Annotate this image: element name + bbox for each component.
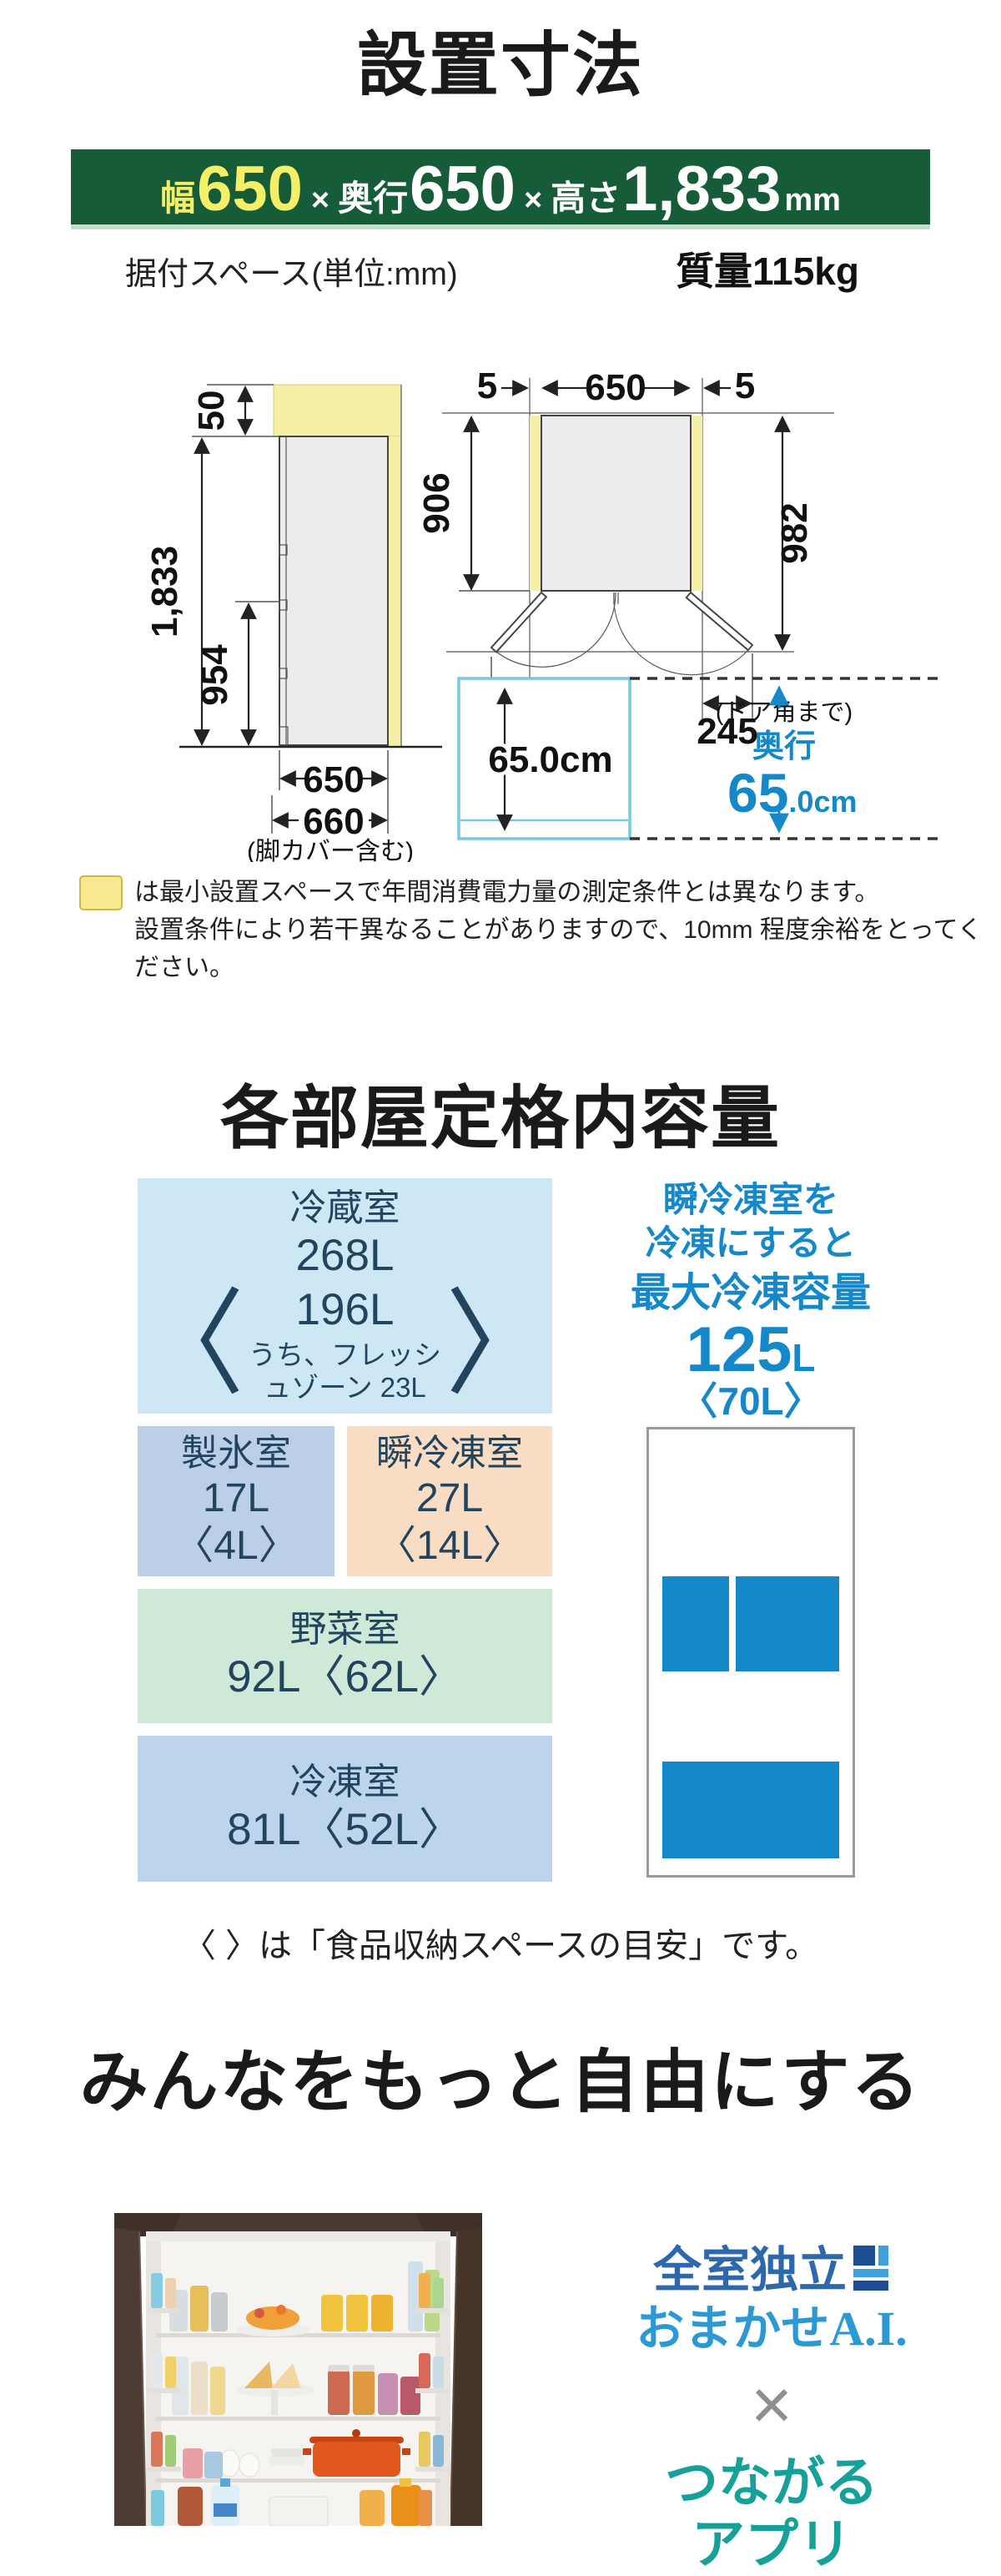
room-freezer-name: 冷凍室 (289, 1762, 400, 1803)
min-space-right-strip (691, 415, 702, 591)
room-fridge-sub-capacity: 196L (295, 1284, 395, 1334)
room-fridge-capacity: 268L (295, 1231, 395, 1281)
room-ice: 製氷室 17L 〈4L〉 (138, 1425, 335, 1576)
promo-ai-line-2: おまかせA.I. (636, 2301, 908, 2356)
min-space-top-band (273, 384, 402, 437)
room-freezer-capacity: 81L〈52L〉 (227, 1805, 463, 1855)
dim-body-depth: 906 (416, 472, 457, 533)
capacity-caption: 〈 〉は「食品収納スペースの目安」です。 (182, 1927, 819, 1964)
door-corner-note: (ドア角まで) (716, 698, 853, 726)
top-view-diagram: 5 650 5 906 982 191 245 (416, 365, 834, 752)
left-door-open (490, 591, 548, 653)
banner-width-label: 幅 (160, 178, 196, 218)
refrigerator-photo (63, 2210, 534, 2527)
fridge-top-body (541, 414, 692, 592)
cross-symbol: × (750, 2365, 793, 2446)
depth-label: 奥行 (752, 729, 816, 764)
banner-depth-value: 650 (410, 153, 516, 224)
room-fridge-sub-note: うち、フレッシュゾーン 23L (249, 1339, 441, 1404)
room-quick-storage: 〈14L〉 (375, 1523, 524, 1568)
room-quick-capacity: 27L (415, 1476, 484, 1521)
capacity-layout: 冷蔵室 268L 〈 196L うち、フレッシュゾーン 23L 〉 製氷室 17… (138, 1177, 1001, 1882)
room-vegetable: 野菜室 92L〈62L〉 (138, 1588, 552, 1723)
weight-value: 質量115kg (676, 249, 859, 293)
dim-width-with-cover: 660 (303, 801, 364, 842)
legend-line-2: 設置条件により若干異なることがありますので、10mm 程度余裕をとってください。 (134, 915, 983, 981)
freedom-section-title: みんなをもっと自由にする (79, 2044, 922, 2120)
max-freeze-line-1: 瞬冷凍室を (662, 1179, 838, 1219)
ai-mark-icon (853, 2245, 890, 2292)
leg-cover-note: (脚カバー含む) (247, 838, 414, 862)
banner-times-1: × (310, 182, 330, 218)
install-section-title: 設置寸法 (356, 26, 644, 104)
legend-text: は最小設置スペースで年間消費電力量の測定条件とは異なります。 設置条件により若干… (134, 874, 1001, 986)
installation-diagram: 50 1,833 954 650 660 (脚カバー含む) 5 650 (144, 365, 938, 862)
banner-sub-row: 据付スペース(単位:mm) 質量115kg (125, 241, 909, 296)
dim-right-clearance: 5 (735, 365, 755, 406)
depth-box-value: 65.0cm (488, 739, 612, 780)
room-fridge: 冷蔵室 268L 〈 196L うち、フレッシュゾーン 23L 〉 (138, 1177, 552, 1414)
promo-app-line-2: アプリ (692, 2513, 852, 2574)
install-space-note: 据付スペース(単位:mm) (125, 256, 458, 292)
dim-width: 650 (303, 759, 364, 800)
install-legend: は最小設置スペースで年間消費電力量の測定条件とは異なります。 設置条件により若干… (79, 874, 1001, 986)
legend-line-1: は最小設置スペースで年間消費電力量の測定条件とは異なります。 (134, 878, 880, 906)
dim-top-clearance: 50 (191, 390, 232, 431)
left-door-swing-arc (490, 592, 616, 668)
banner-height-value: 1,833 (622, 153, 782, 224)
depth-box (457, 676, 631, 840)
right-door-swing-arc (613, 592, 753, 675)
side-view-diagram: 50 1,833 954 650 660 (脚カバー含む) (144, 383, 442, 862)
room-ice-name: 製氷室 (181, 1433, 291, 1475)
max-freeze-line-3: 最大冷凍容量 (630, 1270, 871, 1315)
capacity-map: 冷蔵室 268L 〈 196L うち、フレッシュゾーン 23L 〉 製氷室 17… (138, 1177, 552, 1882)
room-quick-freeze: 瞬冷凍室 27L 〈14L〉 (347, 1425, 552, 1576)
room-ice-storage: 〈4L〉 (174, 1523, 299, 1568)
dim-right-door-swing: 245 (697, 711, 757, 752)
banner-width-value: 650 (197, 153, 303, 224)
room-vegetable-capacity: 92L〈62L〉 (227, 1652, 463, 1702)
banner-unit: mm (784, 182, 841, 218)
bracket-close: 〉 (445, 1279, 552, 1409)
room-fridge-sub: 〈 196L うち、フレッシュゾーン 23L 〉 (138, 1284, 552, 1404)
freeze-zone-bar-bottom (662, 1762, 839, 1859)
depth-box-diagram: 65.0cm (ドア角まで) 奥行 65.0cm (457, 676, 938, 840)
fridge-frame (114, 2213, 482, 2527)
yellow-space-swatch (79, 875, 123, 910)
dim-total-height: 1,833 (144, 546, 185, 638)
bracket-open: 〈 (138, 1279, 245, 1409)
promo-ai-line-1: 全室独立 (613, 2241, 930, 2300)
freeze-zone-bar-left (662, 1576, 729, 1672)
fridge-side-body (279, 435, 389, 746)
promo-text-block: 全室独立 おまかせA.I. × つながる アプリ (613, 2193, 930, 2575)
room-quick-name: 瞬冷凍室 (376, 1433, 523, 1475)
room-vegetable-name: 野菜室 (289, 1609, 400, 1651)
max-freeze-value: 125L〈70L〉 (679, 1314, 822, 1424)
room-ice-capacity: 17L (202, 1476, 270, 1521)
dim-open-depth: 982 (774, 502, 815, 563)
min-space-left-strip (530, 415, 541, 591)
banner-depth-label: 奥行 (338, 178, 409, 218)
freeze-zone-bar-right (736, 1576, 839, 1672)
dim-left-clearance: 5 (477, 365, 497, 406)
bottom-row: 全室独立 おまかせA.I. × つながる アプリ (0, 2193, 1001, 2575)
max-freeze-panel: 瞬冷凍室を 冷凍にすると 最大冷凍容量 125L〈70L〉 (626, 1178, 876, 1882)
dim-lower-height: 954 (194, 643, 235, 705)
promo-app-line-1: つながる (665, 2452, 878, 2513)
depth-value: 65.0cm (727, 762, 857, 824)
capacity-section-title: 各部屋定格内容量 (219, 1080, 781, 1157)
dimension-banner: 幅 650 × 奥行 650 × 高さ 1,833 mm (71, 149, 930, 229)
min-space-back-strip (388, 436, 401, 745)
room-freezer: 冷凍室 81L〈52L〉 (138, 1735, 552, 1882)
right-door-open (685, 591, 754, 652)
dim-top-width: 650 (585, 367, 646, 408)
max-freeze-diagram (646, 1427, 855, 1878)
max-freeze-line-2: 冷凍にすると (645, 1223, 857, 1263)
banner-times-2: × (523, 182, 543, 218)
banner-height-label: 高さ (551, 178, 621, 218)
room-fridge-name: 冷蔵室 (289, 1187, 400, 1229)
